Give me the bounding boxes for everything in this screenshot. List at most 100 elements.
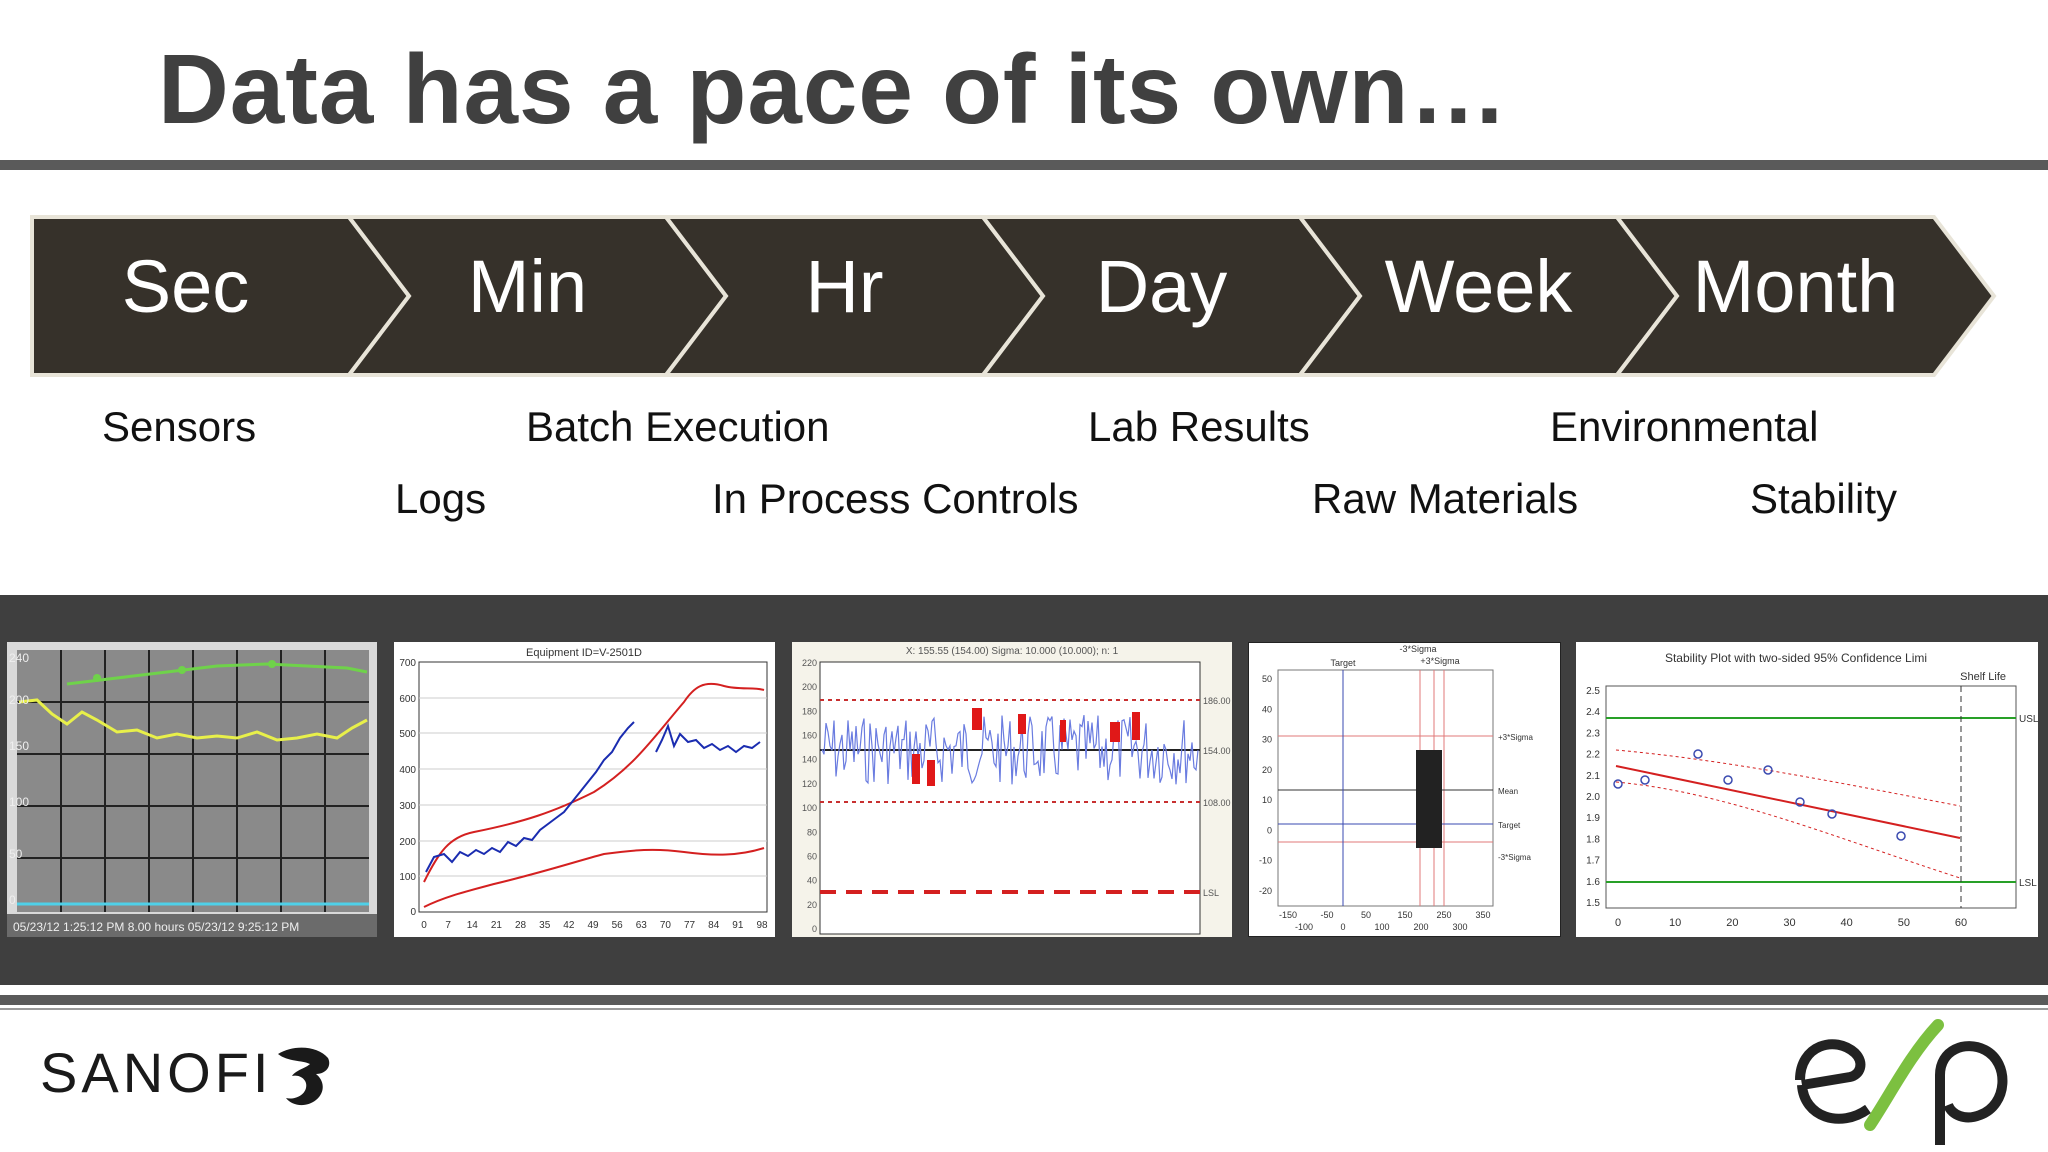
source-in-process-controls: In Process Controls xyxy=(712,475,1079,522)
source-lab-results: Lab Results xyxy=(1088,403,1310,450)
capability-ytick: -10 xyxy=(1259,856,1272,866)
capability-xtick: 250 xyxy=(1436,910,1451,920)
stability-xtick: 0 xyxy=(1615,917,1621,929)
chevron-label-month: Month xyxy=(1692,245,1899,328)
sanofi-wordmark: SANOFI xyxy=(40,1041,273,1104)
control-ytick: 80 xyxy=(807,827,817,837)
equipment-ytick: 0 xyxy=(410,907,416,918)
equipment-xtick: 77 xyxy=(684,920,696,931)
stability-right-label: LSL xyxy=(2019,878,2037,889)
trend-ytick: 100 xyxy=(9,795,29,809)
chevron-month xyxy=(1612,215,1997,377)
equipment-ytick: 600 xyxy=(399,694,416,705)
capability-xtick: -50 xyxy=(1320,910,1333,920)
equipment-ytick: 200 xyxy=(399,837,416,848)
stability-xtick: 20 xyxy=(1726,917,1738,929)
control-ytick: 220 xyxy=(802,658,817,668)
equipment-xtick: 14 xyxy=(467,920,479,931)
capability-ytick: -20 xyxy=(1259,886,1272,896)
stability-subtitle: Shelf Life xyxy=(1960,671,2006,683)
control-ytick: 40 xyxy=(807,876,817,886)
stability-ytick: 1.5 xyxy=(1586,898,1600,909)
capability-xtick: 0 xyxy=(1340,922,1345,932)
control-ytick: 20 xyxy=(807,900,817,910)
stability-xtick: 60 xyxy=(1955,917,1967,929)
footer-divider-thin xyxy=(0,1008,2048,1010)
capability-right-label: +3*Sigma xyxy=(1498,733,1533,742)
control-ytick: 100 xyxy=(802,803,817,813)
equipment-chart-thumbnail: Equipment ID=V-2501D 700 600 500 400 300… xyxy=(394,642,775,937)
capability-ytick: 10 xyxy=(1262,795,1272,805)
capability-xtick: -100 xyxy=(1295,922,1313,932)
stability-ytick: 2.5 xyxy=(1586,686,1600,697)
equipment-xtick: 98 xyxy=(756,920,768,931)
capability-top-label: +3*Sigma xyxy=(1420,656,1459,666)
equipment-xtick: 56 xyxy=(612,920,624,931)
control-ytick: 60 xyxy=(807,851,817,861)
capability-xtick: 50 xyxy=(1361,910,1371,920)
equipment-xtick: 91 xyxy=(732,920,744,931)
stability-right-label: USL xyxy=(2019,714,2038,725)
stability-ytick: 2.2 xyxy=(1586,750,1600,761)
chevron-label-day: Day xyxy=(1095,245,1228,328)
control-title: X: 155.55 (154.00) Sigma: 10.000 (10.000… xyxy=(906,646,1119,657)
capability-right-label: -3*Sigma xyxy=(1498,853,1531,862)
equipment-xtick: 70 xyxy=(660,920,672,931)
control-ytick: 0 xyxy=(812,924,817,934)
control-right-label: 186.00 xyxy=(1203,696,1231,706)
trend-ytick: 0 xyxy=(9,893,16,907)
capability-ytick: 20 xyxy=(1262,765,1272,775)
source-stability: Stability xyxy=(1750,475,1898,522)
stability-xtick: 30 xyxy=(1783,917,1795,929)
esp-logo xyxy=(1795,1019,2008,1145)
equipment-xtick: 0 xyxy=(421,920,427,931)
stability-xtick: 10 xyxy=(1669,917,1681,929)
capability-ytick: 30 xyxy=(1262,735,1272,745)
equipment-ytick: 400 xyxy=(399,765,416,776)
chevron-label-hr: Hr xyxy=(805,245,884,328)
equipment-ytick: 700 xyxy=(399,658,416,669)
capability-xtick: 300 xyxy=(1452,922,1467,932)
capability-right-label: Target xyxy=(1498,821,1521,830)
stability-ytick: 1.7 xyxy=(1586,856,1600,867)
footer-divider xyxy=(0,995,2048,1005)
capability-xtick: 200 xyxy=(1413,922,1428,932)
sensor-trend-thumbnail: 240 200 150 100 50 0 05/23/12 1:25:12 PM… xyxy=(7,642,377,937)
trend-footer: 05/23/12 1:25:12 PM 8.00 hours 05/23/12 … xyxy=(13,920,299,934)
control-ytick: 140 xyxy=(802,755,817,765)
trend-ytick: 240 xyxy=(9,651,29,665)
capability-top-label: Target xyxy=(1330,658,1356,668)
stability-ytick: 2.3 xyxy=(1586,728,1600,739)
capability-xtick: 100 xyxy=(1374,922,1389,932)
trend-ytick: 150 xyxy=(9,739,29,753)
equipment-ytick: 100 xyxy=(399,872,416,883)
equipment-xtick: 63 xyxy=(636,920,648,931)
source-raw-materials: Raw Materials xyxy=(1312,475,1579,522)
control-right-label: 154.00 xyxy=(1203,746,1231,756)
capability-xtick: 350 xyxy=(1475,910,1490,920)
equipment-xtick: 49 xyxy=(587,920,599,931)
equipment-xtick: 84 xyxy=(708,920,720,931)
control-ytick: 180 xyxy=(802,706,817,716)
source-batch-execution: Batch Execution xyxy=(526,403,830,450)
capability-right-label: Mean xyxy=(1498,787,1518,796)
capability-xtick: 150 xyxy=(1397,910,1412,920)
timeline-chevrons xyxy=(30,215,1997,377)
capability-ytick: 40 xyxy=(1262,704,1272,714)
stability-ytick: 1.6 xyxy=(1586,877,1600,888)
equipment-xtick: 35 xyxy=(539,920,551,931)
equipment-xtick: 42 xyxy=(563,920,575,931)
capability-chart-thumbnail: Target -3*Sigma +3*Sigma 50 40 30 20 10 0 -10-… xyxy=(1248,642,1561,937)
stability-ytick: 2.0 xyxy=(1586,792,1600,803)
equipment-xtick: 28 xyxy=(515,920,527,931)
equipment-title: Equipment ID=V-2501D xyxy=(526,647,642,659)
stability-ytick: 2.4 xyxy=(1586,707,1600,718)
chevron-label-min: Min xyxy=(467,245,588,328)
stability-ytick: 2.1 xyxy=(1586,771,1600,782)
capability-ytick: 0 xyxy=(1267,825,1272,835)
chevron-label-sec: Sec xyxy=(121,245,250,328)
control-ytick: 160 xyxy=(802,731,817,741)
control-chart-thumbnail: X: 155.55 (154.00) Sigma: 10.000 (10.000… xyxy=(792,642,1232,937)
control-ytick: 200 xyxy=(802,682,817,692)
chevron-label-week: Week xyxy=(1384,245,1573,328)
